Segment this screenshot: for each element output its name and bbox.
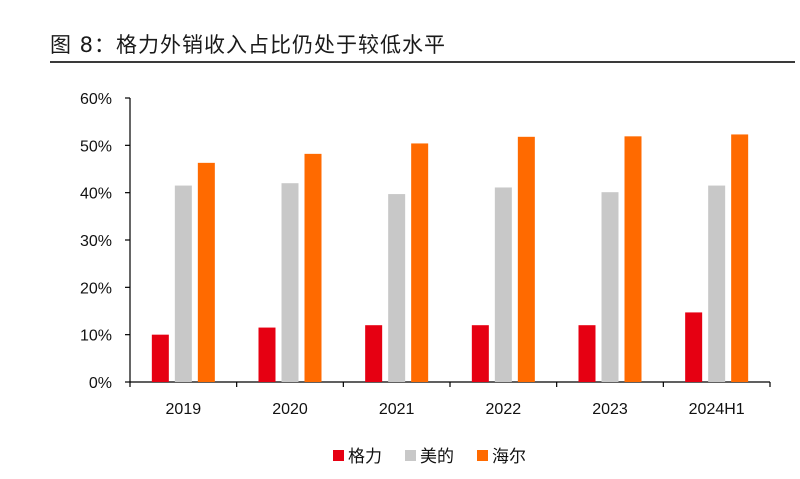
chart-title: 图 8：格力外销收入占比仍处于较低水平 [50, 33, 447, 57]
legend-swatch [477, 450, 488, 461]
x-category-label: 2024H1 [689, 401, 745, 418]
y-tick-label: 0% [89, 375, 112, 392]
x-category-label: 2022 [486, 401, 522, 418]
chart-axes [125, 97, 771, 387]
bar-2019-series-3 [197, 162, 215, 382]
bar-2023-series-1 [578, 325, 596, 382]
y-tick-label: 40% [80, 186, 112, 203]
x-category-label: 2020 [272, 401, 308, 418]
bar-2020-series-3 [304, 153, 322, 382]
legend-swatch [333, 450, 344, 461]
bar-2020-series-2 [281, 183, 299, 382]
bar-2021-series-1 [365, 325, 383, 382]
legend-label: 格力 [348, 447, 382, 467]
chart-labels: 0% 10% 20% 30% 40% 50% 60% 2019 2020 2021 2022 2023… [80, 91, 745, 418]
legend-label: 海尔 [492, 447, 526, 467]
y-tick-label: 10% [80, 328, 112, 345]
bar-2022-series-3 [517, 136, 535, 382]
y-tick-label: 20% [80, 280, 112, 297]
bar-2021-series-3 [411, 143, 429, 382]
x-category-label: 2023 [592, 401, 628, 418]
bar-2020-series-1 [258, 327, 276, 382]
y-tick-label: 60% [80, 91, 112, 108]
y-tick-label: 30% [80, 233, 112, 250]
chart-bars [151, 134, 749, 382]
title-divider [50, 61, 795, 63]
bar-2024h1-series-3 [731, 134, 749, 382]
bar-2024h1-series-2 [708, 185, 726, 382]
bar-2023-series-2 [601, 192, 619, 382]
y-tick-label: 50% [80, 138, 112, 155]
bar-2022-series-2 [494, 187, 512, 382]
bar-2022-series-1 [471, 325, 489, 382]
bar-2021-series-2 [388, 194, 406, 382]
chart-legend: 格力 美的 海尔 [333, 447, 526, 467]
legend-label: 美的 [420, 447, 454, 467]
bar-2023-series-3 [624, 136, 642, 382]
bar-2024h1-series-1 [685, 312, 703, 382]
legend-swatch [405, 450, 416, 461]
x-category-label: 2021 [379, 401, 415, 418]
x-category-label: 2019 [166, 401, 202, 418]
bar-2019-series-2 [174, 185, 192, 382]
bar-2019-series-1 [151, 334, 169, 382]
